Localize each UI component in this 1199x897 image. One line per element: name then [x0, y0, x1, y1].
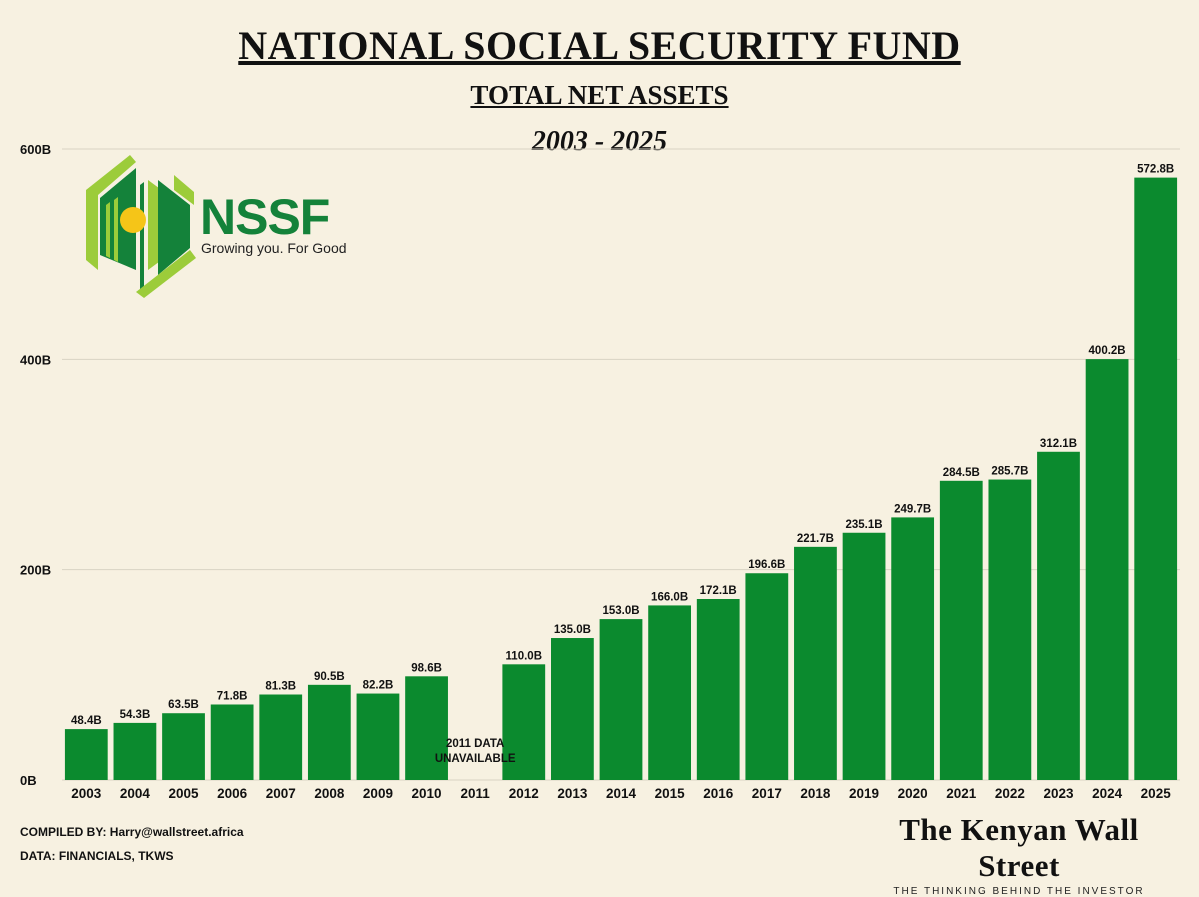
bar	[648, 605, 691, 780]
x-tick-label: 2009	[363, 786, 393, 801]
bar	[307, 684, 351, 780]
x-tick-label: 2021	[946, 786, 977, 801]
data-label: 135.0B	[554, 624, 591, 636]
data-label: 249.7B	[894, 503, 931, 515]
publisher-tagline: THE THINKING BEHIND THE INVESTOR	[893, 886, 1145, 897]
x-tick-label: 2025	[1141, 786, 1172, 801]
x-tick-label: 2018	[800, 786, 831, 801]
data-label: 48.4B	[71, 715, 102, 727]
bar	[1037, 451, 1080, 780]
data-label: 98.6B	[411, 662, 442, 674]
bar	[939, 480, 983, 780]
data-label: 110.0B	[506, 650, 542, 662]
x-tick-label: 2016	[703, 786, 734, 801]
data-label: 284.5B	[943, 467, 980, 479]
y-tick-label: 600B	[20, 142, 51, 157]
nssf-logo-tagline: Growing you. For Good	[201, 240, 347, 256]
x-tick-label: 2012	[509, 786, 539, 801]
data-label: 312.1B	[1040, 438, 1077, 450]
x-tick-label: 2007	[266, 786, 296, 801]
x-tick-label: 2024	[1092, 786, 1123, 801]
x-tick-label: 2017	[752, 786, 782, 801]
bar	[405, 676, 448, 780]
x-tick-label: 2003	[71, 786, 102, 801]
publisher-brand: The Kenyan Wall Street THE THINKING BEHI…	[859, 812, 1179, 897]
bar	[1085, 359, 1129, 780]
y-tick-label: 400B	[20, 352, 51, 367]
x-tick-label: 2004	[120, 786, 151, 801]
data-label: 54.3B	[120, 709, 151, 721]
bar	[891, 517, 935, 780]
x-tick-label: 2008	[314, 786, 345, 801]
compiled-by: COMPILED BY: Harry@wallstreet.africa	[20, 825, 244, 839]
data-label: 71.8B	[217, 690, 248, 702]
x-tick-label: 2013	[557, 786, 588, 801]
data-label: 572.8B	[1137, 164, 1174, 176]
bar	[64, 729, 108, 780]
x-tick-label: 2019	[849, 786, 879, 801]
x-tick-label: 2010	[412, 786, 442, 801]
x-tick-label: 2014	[606, 786, 637, 801]
x-tick-label: 2005	[168, 786, 199, 801]
date-range: 2003 - 2025	[531, 126, 668, 157]
x-tick-label: 2022	[995, 786, 1025, 801]
bar	[745, 573, 789, 780]
annotation-text: UNAVAILABLE	[435, 753, 516, 765]
bar	[502, 664, 546, 780]
data-label: 153.0B	[602, 605, 639, 617]
x-tick-label: 2006	[217, 786, 248, 801]
nssf-logo-text: NSSF	[200, 189, 330, 245]
bar	[210, 704, 254, 780]
data-label: 221.7B	[797, 533, 834, 545]
data-label: 166.0B	[651, 591, 688, 603]
bar	[988, 479, 1032, 780]
data-label: 63.5B	[168, 699, 199, 711]
chart-title: NATIONAL SOCIAL SECURITY FUND	[238, 23, 961, 68]
data-label: 172.1B	[700, 585, 737, 597]
data-label: 400.2B	[1089, 345, 1126, 357]
bar	[551, 638, 594, 780]
x-tick-label: 2023	[1043, 786, 1074, 801]
data-label: 285.7B	[991, 466, 1028, 478]
annotation-text: 2011 DATA	[446, 738, 504, 750]
y-tick-label: 200B	[20, 563, 51, 578]
bar	[794, 546, 837, 780]
x-tick-label: 2015	[655, 786, 686, 801]
x-tick-label: 2011	[461, 786, 491, 801]
bar	[1134, 177, 1178, 780]
data-label: 235.1B	[845, 519, 882, 531]
y-tick-label: 0B	[20, 773, 37, 788]
data-source: DATA: FINANCIALS, TKWS	[20, 849, 174, 863]
bar	[599, 619, 643, 780]
chart-subtitle: TOTAL NET ASSETS	[470, 80, 729, 110]
x-tick-label: 2020	[898, 786, 928, 801]
nssf-logo-icon	[86, 155, 196, 298]
data-label: 81.3B	[265, 680, 296, 692]
publisher-name: The Kenyan Wall Street	[899, 812, 1139, 883]
bar	[356, 693, 400, 780]
bar	[113, 722, 157, 780]
data-label: 90.5B	[314, 671, 345, 683]
data-label: 196.6B	[748, 559, 785, 571]
bar	[696, 599, 740, 780]
bar	[259, 694, 303, 780]
data-label: 82.2B	[363, 680, 394, 692]
bar	[842, 532, 886, 780]
bar	[162, 713, 205, 780]
